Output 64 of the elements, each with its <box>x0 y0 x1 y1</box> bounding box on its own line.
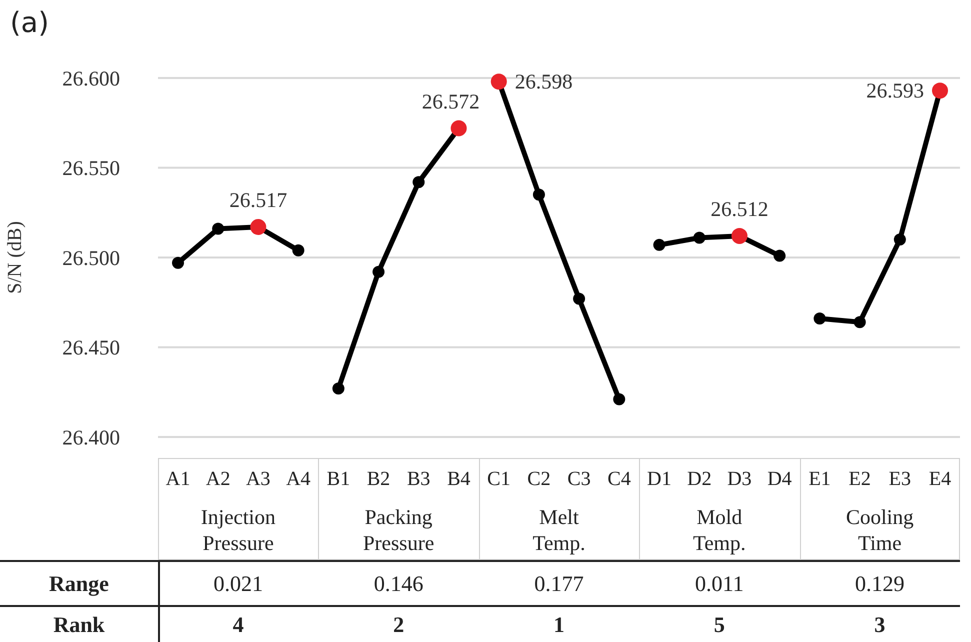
y-axis-title: S/N (dB) <box>4 221 26 294</box>
text: 0.011 <box>694 570 745 598</box>
x-tick-label: C2 <box>527 468 551 490</box>
text: Range <box>48 570 110 598</box>
point <box>894 234 906 246</box>
x-tick-label: B2 <box>366 468 390 490</box>
data-label: 26.598 <box>514 70 573 94</box>
x-tick-label: E3 <box>888 468 912 490</box>
point <box>412 176 425 188</box>
text: 0.177 <box>533 570 585 598</box>
x-tick-label: B1 <box>326 468 350 490</box>
text: 0.021 <box>212 570 264 598</box>
x-tick-label: D4 <box>767 468 792 490</box>
text: Packing Pressure <box>363 504 434 556</box>
point <box>854 316 866 328</box>
text: Melt Temp. <box>532 504 586 556</box>
point <box>372 266 385 278</box>
point <box>774 250 786 262</box>
x-tick-label: C3 <box>567 468 591 490</box>
text: Rank <box>52 610 106 638</box>
point <box>532 188 545 201</box>
point <box>332 382 344 395</box>
x-tick-label: C4 <box>607 468 631 490</box>
text: Injection Pressure <box>200 504 276 556</box>
point <box>653 238 666 251</box>
x-tick-label: A4 <box>286 468 311 490</box>
x-tick-label: D1 <box>647 468 672 490</box>
point <box>573 292 586 305</box>
text: Mold Temp. <box>693 504 746 556</box>
y-tick-label: 26.550 <box>62 156 120 180</box>
data-label: 26.512 <box>710 196 768 221</box>
text: 0.146 <box>372 570 424 598</box>
x-tick-label: E1 <box>808 468 831 490</box>
text: 5 <box>712 610 726 638</box>
x-tick-label: B4 <box>447 468 470 490</box>
x-tick-label: D2 <box>687 468 712 490</box>
text: 4 <box>232 610 245 638</box>
x-tick-label: A2 <box>206 468 230 490</box>
point <box>212 222 224 235</box>
point <box>292 244 304 256</box>
y-tick-label: 26.450 <box>62 336 120 360</box>
x-tick-label: E4 <box>928 468 952 490</box>
point <box>693 232 706 244</box>
text: 3 <box>873 610 886 638</box>
point <box>613 393 626 406</box>
x-tick-label: A3 <box>246 468 270 490</box>
data-label: 26.593 <box>866 78 924 103</box>
x-tick-label: D3 <box>727 468 752 490</box>
text: 0.129 <box>854 570 906 598</box>
text: Cooling Time <box>846 504 914 556</box>
chart-title: (a) <box>10 6 50 39</box>
y-tick-label: 26.400 <box>62 425 120 450</box>
text: 2 <box>392 610 406 638</box>
text: 1 <box>552 610 566 638</box>
y-tick-label: 26.500 <box>62 246 120 270</box>
x-tick-label: E2 <box>848 468 871 490</box>
x-tick-label: C1 <box>487 468 511 490</box>
data-label: 26.517 <box>229 188 288 212</box>
point <box>814 312 826 325</box>
data-label: 26.572 <box>422 89 480 114</box>
y-tick-label: 26.600 <box>62 66 120 90</box>
x-tick-label: B3 <box>406 468 430 490</box>
point <box>172 256 184 269</box>
x-tick-label: A1 <box>166 468 190 490</box>
